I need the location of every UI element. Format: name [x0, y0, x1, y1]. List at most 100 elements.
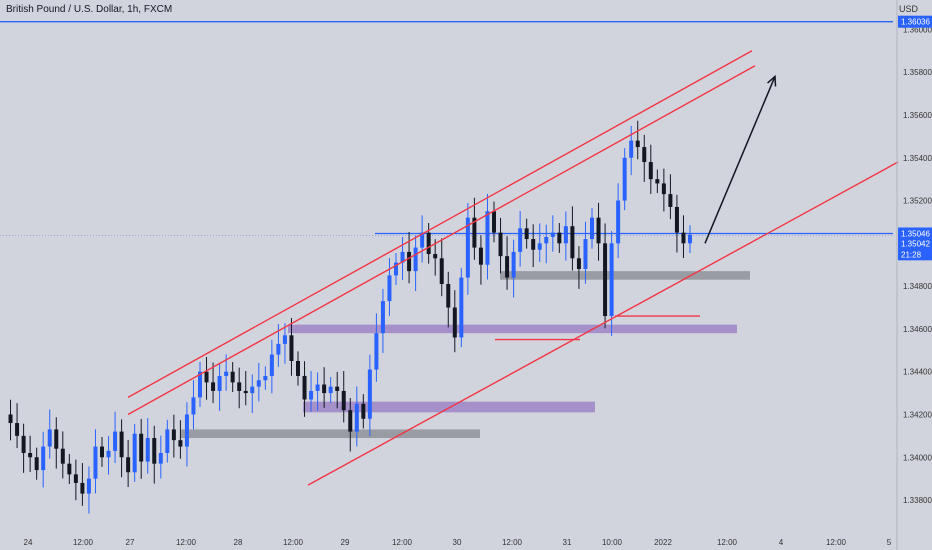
- candle-body: [54, 429, 59, 449]
- candle-body: [224, 371, 229, 376]
- candle-body: [335, 386, 340, 391]
- candle-body: [426, 232, 431, 255]
- candle-body: [374, 333, 379, 370]
- price-tick-label: 1.34600: [903, 325, 932, 334]
- candle-body: [590, 217, 594, 240]
- candle-body: [387, 275, 392, 302]
- projection-arrow-shaft: [704, 76, 776, 244]
- price-tick-label: 1.34400: [903, 368, 932, 377]
- candle-body: [80, 482, 85, 494]
- candle-body: [478, 247, 483, 265]
- time-axis[interactable]: 24 12:00 27 12:00 28 12:00 29 12:00 30 12:00 31 10:…: [24, 538, 892, 547]
- candle-body: [603, 243, 608, 317]
- candle-body: [354, 403, 359, 432]
- candle-body: [328, 386, 333, 394]
- candle-body: [492, 211, 496, 233]
- candle-body: [256, 380, 261, 387]
- candle-body: [269, 354, 274, 376]
- candle-body: [21, 435, 26, 453]
- candle-body: [139, 433, 144, 462]
- price-label-bg: [898, 15, 932, 28]
- price-label-1: 1.35046: [898, 227, 932, 240]
- candle-body: [211, 382, 216, 391]
- candle-body: [511, 251, 516, 278]
- candle-body: [296, 360, 300, 376]
- time-tick-label: 12:00: [73, 538, 94, 547]
- price-tick-label: 1.34800: [903, 282, 932, 291]
- candle-body: [537, 243, 542, 250]
- time-tick-label: 24: [24, 538, 33, 547]
- trend-line-1: [127, 65, 756, 416]
- candle-body: [15, 423, 20, 436]
- zone-purple-2: [288, 324, 737, 334]
- time-tick-label: 4: [779, 538, 784, 547]
- time-tick-label: 12:00: [392, 538, 413, 547]
- candle-body: [309, 390, 314, 400]
- candle-body: [100, 446, 104, 458]
- candle-body: [315, 384, 320, 391]
- time-tick-label: 12:00: [283, 538, 304, 547]
- price-label-bg: [898, 248, 932, 261]
- time-tick-label: 12:00: [176, 538, 197, 547]
- candle-body: [171, 429, 176, 441]
- price-tick-label: 1.34000: [903, 453, 932, 462]
- price-tick-label: 1.36000: [903, 25, 932, 34]
- price-label-text: 1.35046: [901, 229, 930, 238]
- candle-body: [413, 247, 418, 272]
- candle-body: [119, 431, 124, 458]
- arrow-layer: [704, 74, 777, 244]
- candle-body: [420, 232, 425, 248]
- candle-body: [433, 254, 438, 259]
- price-tick-label: 1.35800: [903, 68, 932, 77]
- candles-layer: [8, 120, 692, 514]
- candle-body: [465, 217, 470, 278]
- candle-body: [263, 375, 268, 381]
- price-label-bg: [898, 227, 932, 240]
- price-label-2: 1.35042: [898, 237, 932, 250]
- candle-body: [616, 200, 621, 244]
- candle-body: [668, 194, 673, 207]
- candle-body: [8, 414, 13, 424]
- trend-line-0: [127, 50, 753, 398]
- time-tick-label: 12:00: [502, 538, 523, 547]
- price-label-bg: [898, 237, 932, 250]
- candle-body: [367, 369, 372, 419]
- candle-body: [681, 232, 686, 244]
- price-label-text: 21:28: [901, 250, 922, 259]
- zone-gray-0: [180, 429, 480, 439]
- candle-body: [243, 390, 248, 394]
- projection-arrow-head: [767, 74, 777, 87]
- candle-body: [158, 452, 163, 464]
- candle-body: [217, 375, 222, 391]
- candle-body: [86, 478, 91, 494]
- candle-body: [380, 301, 385, 334]
- candle-body: [341, 390, 346, 411]
- candle-body: [178, 440, 183, 447]
- candle-body: [47, 429, 52, 447]
- time-tick-label: 2022: [654, 538, 672, 547]
- candle-body: [674, 206, 679, 233]
- candle-body: [439, 258, 444, 284]
- candle-body: [661, 183, 666, 195]
- candle-body: [498, 232, 503, 257]
- candle-body: [302, 375, 307, 400]
- price-tick-label: 1.33800: [903, 496, 932, 505]
- time-tick-label: 5: [887, 538, 892, 547]
- candle-body: [289, 335, 294, 361]
- candle-body: [230, 371, 235, 383]
- candle-body: [505, 256, 510, 278]
- candle-body: [622, 157, 627, 201]
- price-label-text: 1.36036: [901, 18, 930, 27]
- candle-body: [485, 211, 490, 265]
- candle-body: [570, 226, 575, 259]
- horizontal-lines-layer: [0, 21, 893, 236]
- price-tick-label: 1.35200: [903, 197, 932, 206]
- candle-body: [322, 384, 327, 394]
- candle-body: [518, 228, 523, 252]
- candle-body: [67, 463, 72, 475]
- candle-body: [583, 239, 588, 269]
- candle-body: [452, 307, 457, 338]
- time-tick-label: 28: [234, 538, 243, 547]
